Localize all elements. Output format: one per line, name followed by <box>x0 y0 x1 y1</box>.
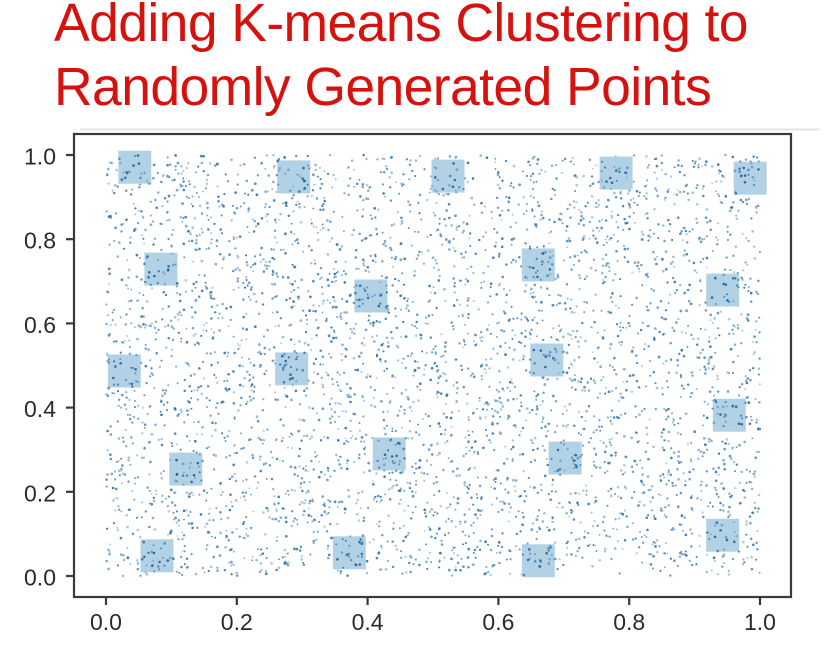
svg-text:0.6: 0.6 <box>482 609 514 635</box>
svg-text:0.2: 0.2 <box>221 609 253 635</box>
svg-text:0.4: 0.4 <box>24 396 56 422</box>
svg-text:0.8: 0.8 <box>24 228 56 254</box>
svg-text:0.0: 0.0 <box>24 565 56 591</box>
svg-text:1.0: 1.0 <box>24 144 56 170</box>
svg-text:0.4: 0.4 <box>352 609 384 635</box>
svg-text:0.8: 0.8 <box>613 609 645 635</box>
svg-text:0.0: 0.0 <box>90 609 122 635</box>
svg-text:1.0: 1.0 <box>744 609 776 635</box>
svg-text:0.2: 0.2 <box>24 480 56 506</box>
svg-text:0.6: 0.6 <box>24 312 56 338</box>
